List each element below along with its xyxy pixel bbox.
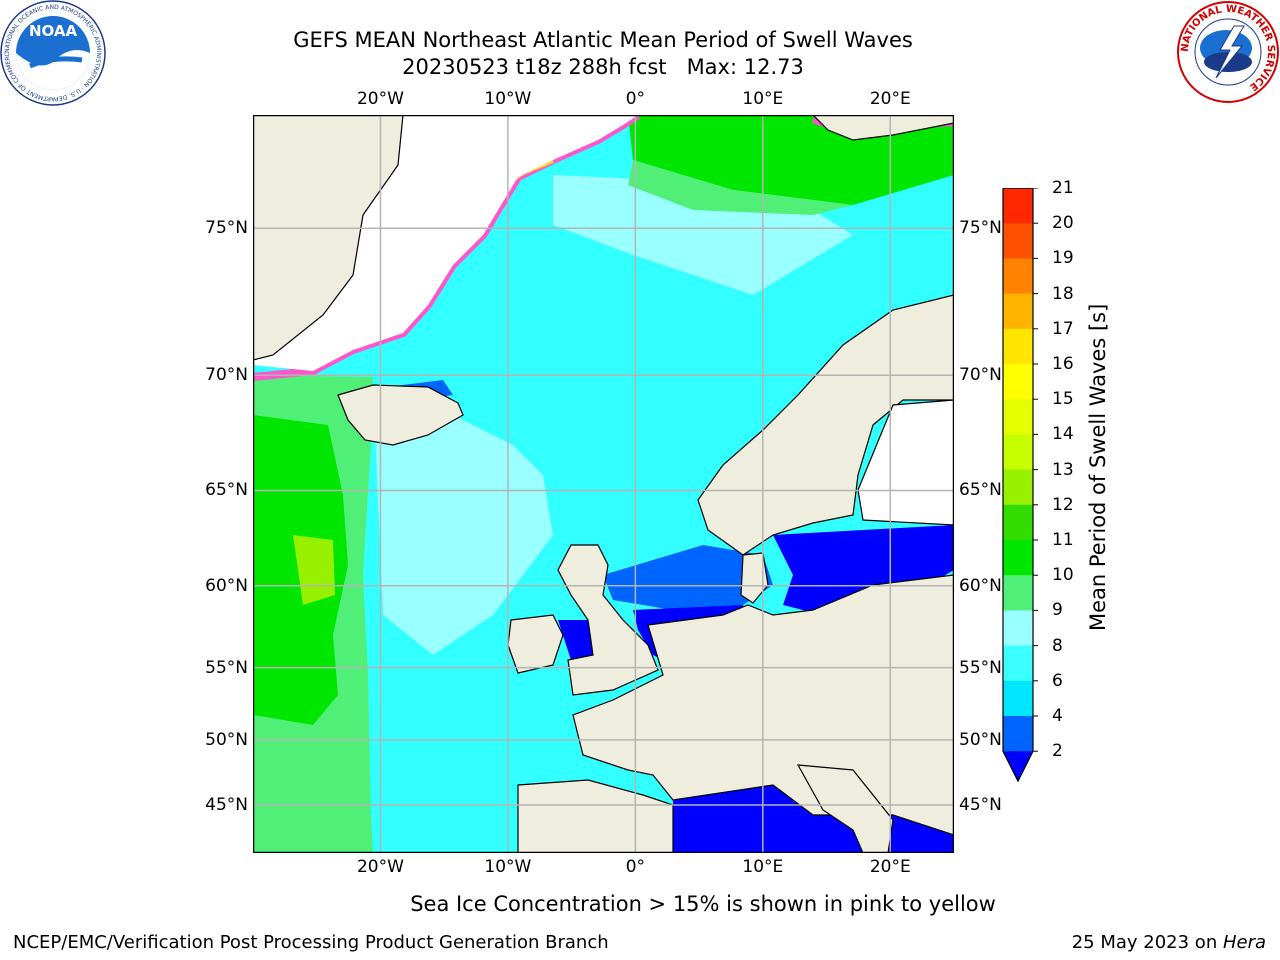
colorbar-segment	[1003, 540, 1033, 576]
colorbar-tick-label: 20	[1052, 213, 1074, 234]
map-frame	[253, 115, 954, 853]
lon-tick-label: 10°E	[742, 89, 784, 109]
land-svalbard	[812, 115, 954, 141]
colorbar-tick-label: 8	[1052, 635, 1063, 656]
colorbar-tick-label: 11	[1052, 530, 1074, 550]
lat-tick-label: 50°N	[205, 729, 248, 750]
lon-tick-label: 20°W	[356, 857, 404, 877]
colorbar-tick-label: 14	[1052, 424, 1074, 445]
colorbar-segment	[1003, 293, 1033, 330]
colorbar-segment	[1003, 645, 1033, 682]
land-iceland	[337, 384, 464, 446]
land-great-britain	[557, 544, 659, 696]
chart-subtitle: 20230523 t18z 288h fcst Max: 12.73	[402, 55, 804, 79]
colorbar-tick-label: 13	[1052, 459, 1074, 480]
land-jutland	[740, 552, 769, 604]
footer-date: 25 May 2023 on Hera	[1072, 932, 1266, 954]
lat-tick-label: 65°N	[959, 480, 1002, 501]
chart-title: GEFS MEAN Northeast Atlantic Mean Period…	[293, 28, 913, 52]
colorbar-tick-label: 16	[1052, 354, 1074, 374]
colorbar-tick-label: 9	[1052, 600, 1063, 621]
lon-tick-label: 10°W	[484, 857, 532, 877]
colorbar-tick-label: 17	[1052, 318, 1074, 339]
lon-tick-label: 0°	[625, 89, 646, 109]
colorbar-tick-label: 21	[1052, 178, 1074, 198]
swell-field-under-2s-irishsea	[558, 620, 598, 660]
lat-tick-label: 75°N	[205, 218, 248, 239]
colorbar-segment	[1003, 258, 1033, 295]
noaa-logo-icon: NOAA NATIONAL OCEANIC AND ATMOSPHERIC AD…	[0, 0, 106, 106]
lon-tick-label: 10°W	[484, 89, 532, 109]
lat-tick-label: 45°N	[205, 794, 248, 815]
sea-ice-note: Sea Ice Concentration > 15% is shown in …	[410, 892, 996, 916]
colorbar-segment	[1003, 575, 1033, 611]
lat-tick-label: 70°N	[205, 365, 248, 386]
lon-tick-label: 20°E	[869, 857, 911, 877]
lon-tick-label: 20°W	[356, 89, 404, 109]
lon-tick-label: 10°E	[742, 857, 784, 877]
lat-tick-label: 75°N	[959, 218, 1002, 239]
colorbar-segment	[1003, 469, 1033, 506]
footer-credit: NCEP/EMC/Verification Post Processing Pr…	[13, 932, 609, 953]
colorbar-title: Mean Period of Swell Waves [s]	[1086, 303, 1110, 631]
colorbar-segment	[1003, 434, 1033, 471]
lat-tick-label: 60°N	[205, 575, 248, 596]
graticule	[253, 115, 954, 853]
lat-tick-label: 70°N	[959, 365, 1002, 386]
colorbar-tick-label: 18	[1052, 283, 1074, 304]
lat-tick-label: 55°N	[205, 657, 248, 678]
colorbar-segment	[1003, 680, 1033, 717]
swell-field-2-4s-northsea	[603, 545, 773, 610]
lat-tick-label: 50°N	[959, 729, 1002, 750]
map-panel	[253, 115, 954, 853]
swell-field-12-13s	[293, 535, 335, 605]
colorbar-tick-label: 19	[1052, 248, 1074, 269]
nws-logo-icon: NATIONAL WEATHER SERVICE	[1177, 1, 1279, 103]
colorbar-outline	[1002, 188, 1034, 782]
colorbar-tick-label: 4	[1052, 706, 1063, 726]
land-italy	[796, 764, 894, 853]
land-sweden-white	[857, 399, 954, 526]
lat-tick-label: 45°N	[959, 794, 1002, 815]
colorbar-segment	[1003, 188, 1033, 224]
colorbar-segment	[1003, 716, 1033, 752]
colorbar	[1002, 188, 1038, 782]
colorbar-segment	[1003, 364, 1033, 400]
lat-tick-label: 55°N	[959, 657, 1002, 678]
swell-field-9-10s-north	[628, 160, 853, 215]
colorbar-segment	[1003, 328, 1033, 365]
colorbar-tick-label: 15	[1052, 389, 1074, 410]
colorbar-tick-label: 6	[1052, 670, 1063, 691]
colorbar-under-extension	[1003, 751, 1033, 782]
colorbar-segment	[1003, 223, 1033, 259]
land-greenland	[253, 115, 404, 361]
colorbar-tick-label: 10	[1052, 565, 1074, 586]
lat-tick-label: 65°N	[205, 480, 248, 501]
colorbar-tick-label: 2	[1052, 741, 1063, 762]
footer-date-text: 25 May 2023 on	[1071, 932, 1223, 953]
colorbar-segment	[1003, 610, 1033, 647]
lat-tick-label: 60°N	[959, 575, 1002, 596]
noaa-logo-text: NOAA	[29, 22, 78, 40]
colorbar-segment	[1003, 399, 1033, 435]
colorbar-segment	[1003, 504, 1033, 541]
lon-tick-label: 0°	[625, 857, 646, 877]
colorbar-tick-label: 12	[1052, 494, 1074, 515]
lon-tick-label: 20°E	[869, 89, 911, 109]
footer-host: Hera	[1222, 932, 1266, 953]
